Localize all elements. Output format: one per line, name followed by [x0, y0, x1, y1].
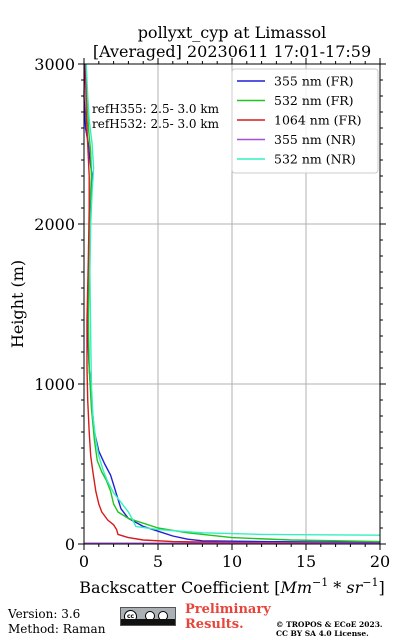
x-tick-label: 10 [222, 552, 242, 571]
series-line-2 [84, 63, 381, 544]
legend-label: 532 nm (NR) [274, 152, 356, 167]
series-line-1 [85, 63, 381, 543]
x-axis-label-exp-a: −1 [312, 576, 328, 589]
version-text: Version: 3.6 [8, 607, 81, 621]
preliminary-results-note: Preliminary Results. [185, 602, 271, 632]
annotation-refh355: refH355: 2.5- 3.0 km [92, 102, 220, 116]
chart-title-line1: pollyxt_cyp at Limassol [138, 23, 327, 42]
x-tick-label: 5 [153, 552, 163, 571]
y-tick-label: 1000 [34, 375, 75, 394]
cc-license-badge: cc [120, 607, 176, 626]
x-axis-label-close: ] [378, 578, 384, 597]
legend-box [231, 68, 379, 174]
copyright-line2: CC BY SA 4.0 License. [276, 629, 369, 638]
version-method-note: Version: 3.6 Method: Raman [8, 607, 105, 637]
chart-title-line2: [Averaged] 20230611 17:01-17:59 [93, 42, 371, 61]
x-axis-label-exp-b: −1 [362, 576, 378, 589]
x-tick-label: 20 [370, 552, 390, 571]
y-tick-label: 3000 [34, 55, 75, 74]
legend: 355 nm (FR) 532 nm (FR) 1064 nm (FR) 355 nm… [231, 68, 379, 174]
x-tick-label: 0 [79, 552, 89, 571]
x-axis-label: Backscatter Coefficient [Mm−1 * sr−1] [79, 576, 384, 597]
prelim-line1: Preliminary [185, 602, 271, 617]
x-axis-label-text: Backscatter Coefficient [ [79, 578, 280, 597]
cc-badge-bar [121, 619, 175, 625]
x-axis-label-unit-a: Mm [279, 578, 312, 597]
copyright-note: © TROPOS & ECoE 2023. CC BY SA 4.0 Licen… [276, 620, 383, 638]
chart-title: pollyxt_cyp at Limassol [Averaged] 20230… [93, 23, 371, 61]
reference-height-annotations: refH355: 2.5- 3.0 km refH532: 2.5- 3.0 k… [92, 102, 220, 131]
method-text: Method: Raman [8, 622, 106, 636]
prelim-line2: Results. [185, 617, 244, 632]
annotation-refh532: refH532: 2.5- 3.0 km [92, 117, 220, 131]
y-tick-label: 2000 [34, 215, 75, 234]
x-tick-label: 15 [296, 552, 316, 571]
legend-label: 1064 nm (FR) [274, 113, 362, 128]
y-tick-label: 0 [65, 535, 75, 554]
y-axis-label: Height (m) [8, 260, 27, 348]
legend-label: 355 nm (NR) [274, 132, 356, 147]
plot-frame [83, 63, 381, 545]
legend-label: 532 nm (FR) [274, 93, 354, 108]
legend-label: 355 nm (FR) [274, 74, 354, 89]
x-axis-label-unit-c: * sr [328, 578, 363, 597]
series-line-4 [85, 63, 381, 536]
copyright-line1: © TROPOS & ECoE 2023. [276, 620, 383, 629]
series-layer [83, 63, 381, 544]
